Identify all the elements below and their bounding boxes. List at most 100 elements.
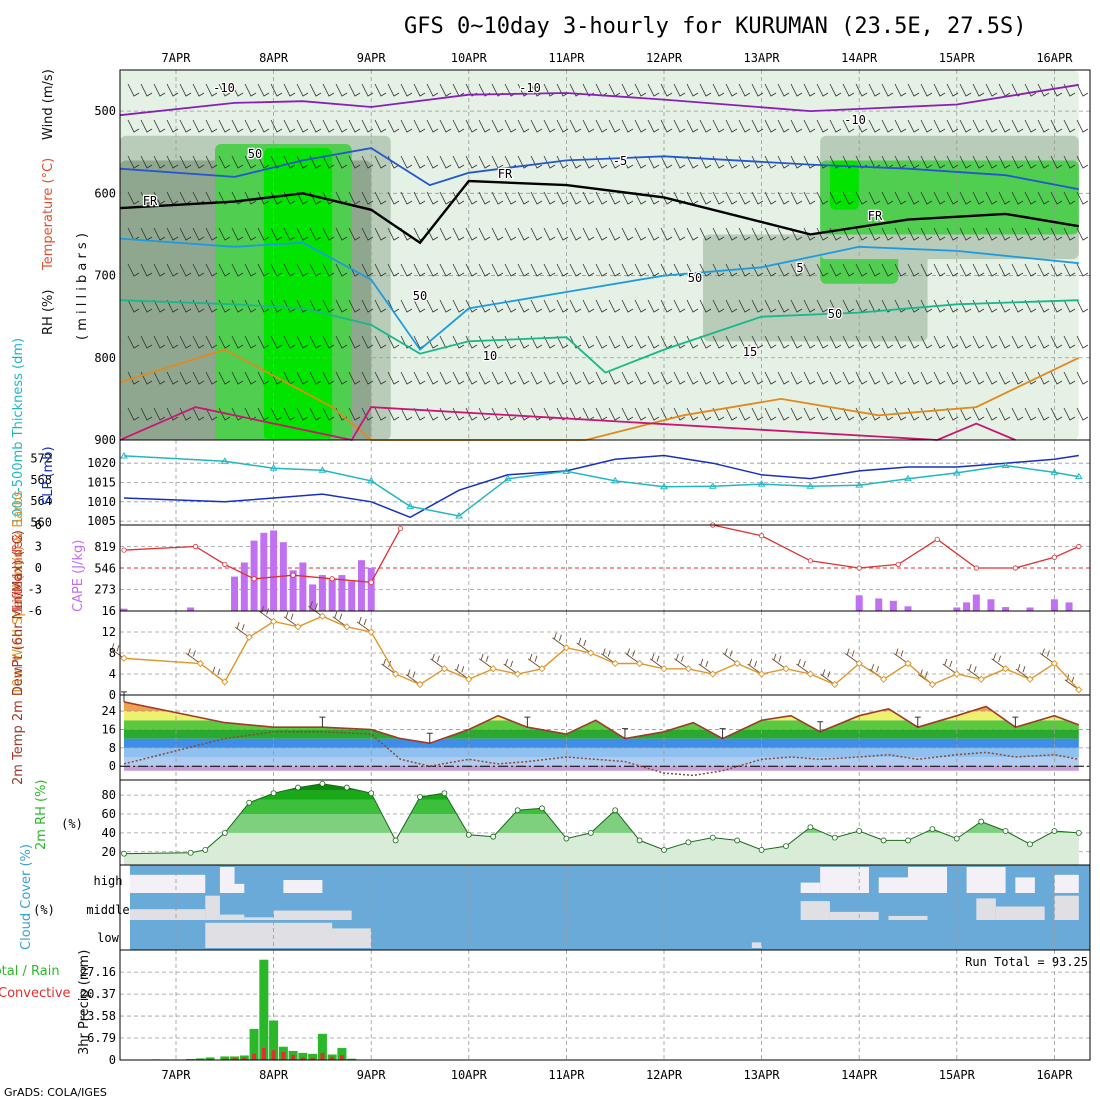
upper-wind-barb — [257, 299, 270, 313]
upper-wind-barb — [452, 299, 465, 313]
wind-speed-marker — [782, 665, 790, 673]
temp-minmax-marker — [914, 716, 921, 728]
thickness-ylabel: 1000-500mb Thickness (dm) — [11, 338, 26, 525]
upper-wind-barb — [335, 83, 348, 97]
upper-wind-barb — [582, 119, 595, 133]
panel-slp-grid — [120, 440, 1090, 525]
wind-speed-marker — [757, 670, 766, 678]
upper-wind-barb — [621, 371, 634, 385]
upper-wind-barb — [946, 155, 959, 169]
upper-wind-barb — [283, 83, 296, 97]
upper-wind-barb — [270, 299, 283, 313]
upper-wind-barb — [1063, 227, 1076, 241]
upper-wind-barb — [1011, 119, 1024, 133]
upper-wind-barb — [218, 335, 231, 349]
upper-wind-barb — [140, 335, 153, 349]
isotherm-iso_20 — [119, 406, 1016, 442]
precip-total-bar — [269, 1020, 279, 1060]
upper-wind-barb — [764, 335, 777, 349]
isotherm-iso_m5 — [119, 147, 1079, 191]
cape-bar — [260, 532, 268, 611]
upper-wind-barb — [413, 407, 426, 421]
cloud-cell-high — [966, 867, 1006, 893]
upper-wind-barb — [1050, 263, 1063, 277]
upper-wind-barb — [439, 371, 452, 385]
upper-wind-barb — [413, 191, 426, 205]
upper-wind-barb — [1011, 407, 1024, 421]
upper-wind-barb — [907, 227, 920, 241]
upper-wind-barb — [946, 335, 959, 349]
cape-bar — [328, 578, 336, 611]
upper-wind-barb — [244, 299, 257, 313]
upper-wind-barb — [673, 227, 686, 241]
wind-speed-marker — [953, 670, 961, 678]
upper-wind-barb — [647, 227, 660, 241]
upper-wind-barb — [751, 335, 764, 349]
rh2m-marker — [1027, 841, 1033, 848]
wind-tick-label: 16 — [102, 604, 116, 618]
upper-wind-barb — [933, 83, 946, 97]
upper-wind-barb — [829, 83, 842, 97]
upper-wind-barb — [907, 263, 920, 277]
upper-wind-barb — [153, 191, 166, 205]
upper-wind-barb — [205, 335, 218, 349]
upper-wind-barb — [400, 407, 413, 421]
temp-ticks: 0 8 16 24 — [102, 704, 116, 773]
upper-wind-barb — [179, 371, 192, 385]
rh2m-marker — [368, 790, 375, 797]
wind-speed-marker — [977, 675, 985, 683]
upper-wind-barb — [426, 263, 439, 277]
upper-wind-barb — [361, 155, 374, 169]
upper-wind-barb — [283, 119, 296, 133]
upper-wind-barb — [738, 191, 751, 205]
upper-wind-barb — [244, 407, 257, 421]
upper-wind-barb — [322, 83, 335, 97]
upper-wind-barb — [478, 407, 491, 421]
isotherm-label: 50 — [828, 307, 842, 321]
upper-wind-barb — [361, 191, 374, 205]
upper-wind-barb — [387, 191, 400, 205]
upper-wind-barb — [595, 335, 608, 349]
thickness-marker — [562, 467, 571, 474]
isotherms — [119, 83, 1080, 442]
upper-wind-barb — [556, 83, 569, 97]
cloud-cell-high — [1054, 874, 1079, 893]
upper-wind-barb — [881, 191, 894, 205]
upper-wind-barb — [634, 371, 647, 385]
upper-wind-barb — [556, 371, 569, 385]
upper-wind-barb — [725, 263, 738, 277]
cape-bar — [1002, 607, 1010, 611]
temp-minmax-marker — [426, 732, 433, 744]
upper-wind-barb — [686, 263, 699, 277]
upper-wind-barb — [166, 119, 179, 133]
upper-wind-barb — [881, 119, 894, 133]
lifted-index-series — [121, 522, 1082, 585]
upper-wind-barb — [530, 191, 543, 205]
upper-wind-barb — [972, 371, 985, 385]
upper-wind-barb — [1037, 335, 1050, 349]
upper-wind-barb — [621, 119, 634, 133]
rh2m-marker — [319, 780, 326, 787]
wind-speed-marker — [489, 665, 497, 673]
upper-wind-barb — [348, 83, 361, 97]
upper-wind-barb — [816, 299, 829, 313]
li-marker — [290, 572, 296, 578]
upper-wind-barb — [894, 227, 907, 241]
upper-wind-barb — [166, 335, 179, 349]
temp-band — [124, 766, 1079, 771]
upper-wind-barb — [933, 227, 946, 241]
cape-bar — [120, 608, 128, 611]
upper-wind-barb — [556, 299, 569, 313]
top-day-label: 10APR — [451, 51, 488, 65]
surface-wind-barb — [552, 632, 567, 649]
top-day-label: 7APR — [162, 51, 192, 65]
upper-wind-barb — [738, 227, 751, 241]
upper-wind-barb — [413, 119, 426, 133]
thickness-marker — [952, 468, 961, 476]
thickness-marker — [455, 511, 463, 519]
upper-wind-barb — [712, 191, 725, 205]
upper-wind-barb — [1050, 371, 1063, 385]
upper-wind-barb — [946, 227, 959, 241]
upper-wind-barb — [205, 155, 218, 169]
upper-wind-barb — [790, 371, 803, 385]
